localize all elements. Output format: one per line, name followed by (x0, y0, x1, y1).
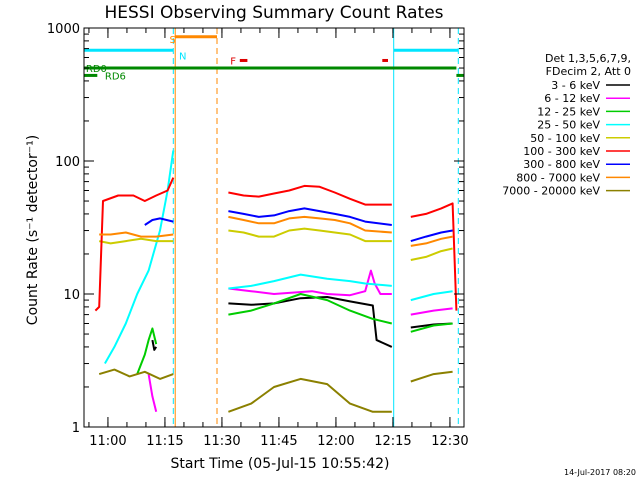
legend-label-4: 50 - 100 keV (530, 132, 600, 145)
series-line-6-seg-0 (144, 217, 174, 226)
series-line-5-seg-2 (410, 202, 458, 311)
annotation-f: F (230, 56, 236, 67)
chart-title: HESSI Observing Summary Count Rates (104, 3, 443, 23)
x-axis-label: Start Time (05-Jul-15 10:55:42) (170, 456, 389, 472)
legend: Det 1,3,5,6,7,9,FDecim 2, Att 03 - 6 keV… (502, 52, 631, 198)
legend-label-7: 800 - 7000 keV (516, 171, 600, 184)
legend-label-0: 3 - 6 keV (551, 79, 600, 92)
legend-label-5: 100 - 300 keV (523, 145, 600, 158)
series-line-4-seg-1 (228, 227, 392, 243)
plot-frame (83, 27, 465, 428)
x-tick-label: 12:00 (317, 434, 354, 449)
series-line-2-seg-0 (136, 327, 158, 375)
legend-header-0: Det 1,3,5,6,7,9, (545, 52, 631, 65)
y-tick-label: 1 (72, 421, 80, 436)
x-tick-label: 11:00 (89, 434, 126, 449)
plot-lines (172, 28, 459, 427)
legend-header-1: FDecim 2, Att 0 (546, 65, 631, 78)
series-line-3-seg-2 (410, 290, 453, 302)
series-line-5-seg-1 (228, 184, 392, 206)
series-line-5-seg-0 (94, 177, 175, 312)
series-line-0-seg-1 (228, 296, 393, 348)
legend-label-1: 6 - 12 keV (544, 92, 600, 105)
series-line-8-seg-0 (98, 368, 174, 380)
series-line-1-seg-2 (410, 307, 453, 316)
series-line-2-seg-1 (228, 293, 393, 325)
x-tick-label: 11:15 (146, 434, 183, 449)
series-line-6-seg-2 (410, 229, 453, 243)
series-line-1-seg-0 (147, 373, 158, 413)
annotation-n: N (179, 52, 186, 63)
series-line-7-seg-1 (228, 215, 392, 234)
annotation-rd6: RD6 (105, 71, 126, 82)
y-axis-label: Count Rate (s⁻¹ detector⁻¹) (25, 135, 41, 325)
legend-label-3: 25 - 50 keV (537, 119, 600, 132)
series-line-4-seg-2 (410, 247, 453, 261)
x-tick-label: 12:30 (431, 434, 468, 449)
y-axis: 1 10 100 1000 (47, 22, 464, 436)
series-line-7-seg-2 (410, 235, 453, 247)
series-line-8-seg-1 (228, 377, 392, 413)
series-line-8-seg-2 (410, 370, 453, 383)
footer-date: 14-Jul-2017 08:20 (564, 468, 636, 477)
legend-label-6: 300 - 800 keV (523, 158, 600, 171)
series-line-3-seg-0 (104, 150, 175, 364)
x-axis: 11:00 11:15 11:30 11:45 12:00 12:15 12:30 (88, 28, 469, 449)
legend-label-8: 7000 - 20000 keV (502, 185, 600, 198)
annotation-s: S (170, 35, 176, 46)
series-lines (94, 150, 458, 413)
annotation-rd0: RD0 (86, 64, 107, 75)
x-tick-label: 11:30 (203, 434, 240, 449)
x-tick-label: 12:15 (374, 434, 411, 449)
y-tick-label: 10 (63, 288, 80, 303)
state-bars (84, 35, 464, 77)
series-line-7-seg-0 (99, 231, 174, 238)
series-line-2-seg-2 (410, 322, 453, 333)
x-tick-label: 11:45 (260, 434, 297, 449)
legend-label-2: 12 - 25 keV (537, 105, 600, 118)
series-line-3-seg-1 (228, 273, 392, 290)
series-line-6-seg-1 (228, 207, 392, 226)
series-line-0-seg-0 (151, 339, 158, 351)
y-tick-label: 1000 (47, 22, 80, 37)
series-line-4-seg-0 (99, 237, 174, 245)
y-tick-label: 100 (55, 155, 80, 170)
